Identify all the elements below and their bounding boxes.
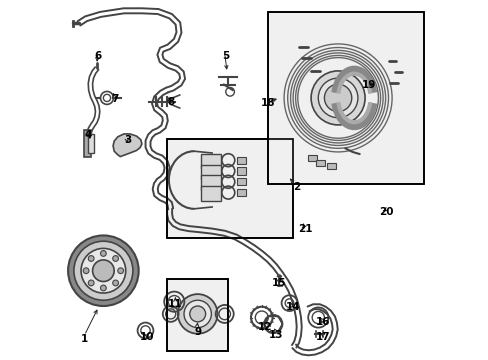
Circle shape: [92, 260, 114, 282]
Text: 17: 17: [315, 332, 329, 342]
Bar: [316, 160, 325, 166]
Circle shape: [318, 78, 357, 118]
Circle shape: [101, 285, 106, 291]
Text: 15: 15: [271, 278, 285, 288]
Text: 3: 3: [123, 135, 131, 145]
Bar: [326, 163, 335, 169]
Bar: [201, 175, 221, 190]
Circle shape: [324, 84, 351, 112]
Text: 7: 7: [111, 94, 119, 104]
Circle shape: [74, 241, 133, 300]
Text: 5: 5: [222, 51, 229, 61]
Circle shape: [118, 268, 123, 274]
Circle shape: [113, 280, 118, 286]
Polygon shape: [88, 134, 94, 153]
Text: 1: 1: [81, 334, 88, 344]
Circle shape: [88, 280, 94, 286]
Bar: [236, 167, 245, 175]
Text: 2: 2: [292, 182, 300, 192]
Text: 20: 20: [379, 207, 393, 217]
Bar: [267, 12, 423, 184]
Circle shape: [88, 256, 94, 261]
Bar: [167, 279, 228, 351]
Bar: [236, 178, 245, 185]
Circle shape: [113, 256, 118, 261]
Polygon shape: [84, 130, 91, 157]
Text: 6: 6: [94, 51, 101, 61]
Circle shape: [178, 294, 217, 334]
Circle shape: [68, 235, 139, 306]
Text: 18: 18: [260, 98, 275, 108]
Text: 11: 11: [168, 299, 182, 309]
Bar: [267, 12, 423, 184]
Bar: [201, 154, 221, 168]
Text: 12: 12: [258, 322, 272, 332]
Text: 8: 8: [167, 96, 174, 107]
Bar: [167, 139, 292, 238]
Text: 9: 9: [194, 327, 201, 337]
Text: 13: 13: [268, 330, 283, 340]
Circle shape: [183, 300, 211, 328]
Bar: [167, 279, 228, 351]
Circle shape: [83, 268, 89, 274]
Bar: [236, 189, 245, 196]
Bar: [307, 155, 316, 161]
Circle shape: [101, 251, 106, 256]
Text: 10: 10: [139, 332, 154, 342]
Text: 14: 14: [285, 302, 300, 312]
Bar: [236, 157, 245, 164]
Bar: [201, 165, 221, 179]
Circle shape: [189, 306, 205, 322]
Text: 16: 16: [315, 317, 329, 327]
Circle shape: [310, 71, 365, 125]
Circle shape: [81, 248, 125, 293]
Bar: [167, 139, 292, 238]
Text: 4: 4: [84, 130, 91, 140]
Text: 19: 19: [361, 80, 375, 90]
Text: 21: 21: [297, 224, 312, 234]
Bar: [201, 186, 221, 201]
Polygon shape: [113, 134, 142, 157]
